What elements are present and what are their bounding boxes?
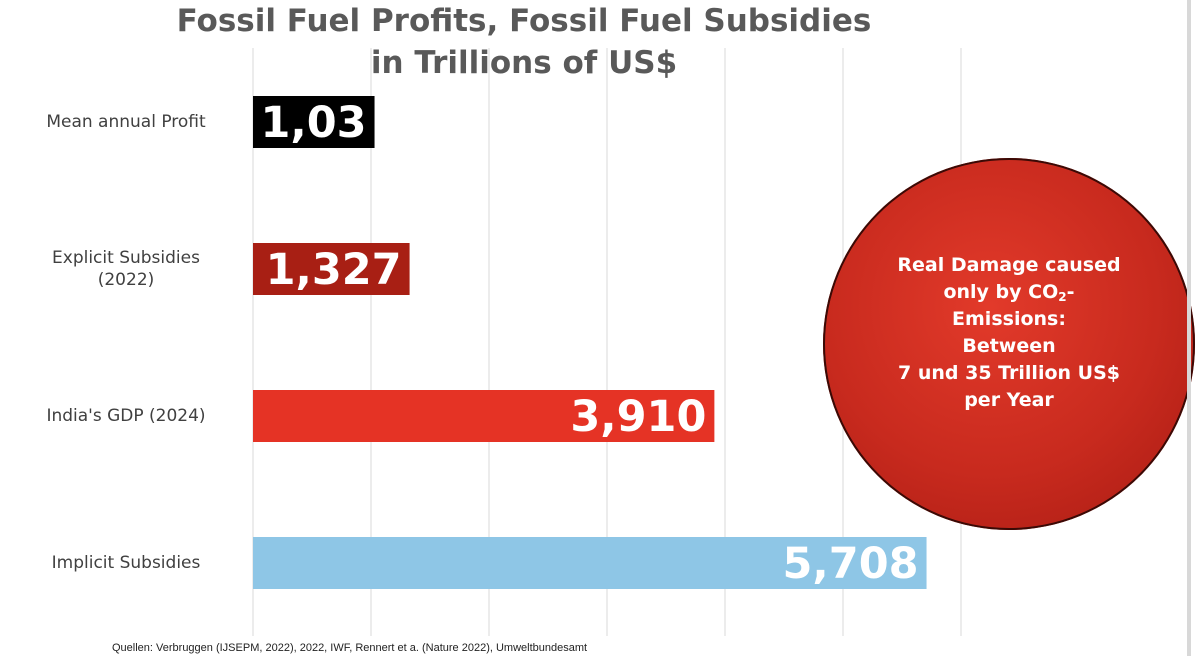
category-label: Mean annual Profit: [16, 111, 236, 133]
bar-value-label: 3,910: [570, 392, 706, 442]
annotation-line1: Real Damage caused: [897, 254, 1121, 276]
chart-title-line1: Fossil Fuel Profits, Fossil Fuel Subsidi…: [176, 3, 872, 39]
source-note: Quellen: Verbruggen (IJSEPM, 2022), 2022…: [112, 642, 588, 654]
bar: [253, 537, 927, 589]
bar: [253, 390, 715, 442]
bar-value-label: 1,327: [266, 245, 402, 295]
bar-value-label: 5,708: [783, 539, 919, 589]
category-label: India's GDP (2024): [16, 405, 236, 427]
annotation-line2-suffix: -: [1066, 281, 1075, 303]
category-label-line: Implicit Subsidies: [51, 553, 201, 573]
annotation-line2-text: only by CO: [943, 281, 1059, 303]
chart-title-line2: in Trillions of US$: [370, 45, 678, 81]
annotation-line6: per Year: [964, 389, 1054, 411]
category-label-line: Explicit Subsidies: [52, 248, 200, 268]
annotation-subscript: 2: [1058, 290, 1067, 304]
category-label-line: Mean annual Profit: [46, 112, 206, 132]
annotation-line4: Between: [962, 335, 1056, 357]
category-label: Explicit Subsidies (2022): [16, 247, 236, 291]
category-label: Implicit Subsidies: [16, 552, 236, 574]
annotation-line5: 7 und 35 Trillion US$: [898, 362, 1120, 384]
bar: [253, 96, 375, 148]
damage-annotation-text: Real Damage caused only by CO2- Emission…: [897, 252, 1120, 414]
damage-annotation-circle: Real Damage caused only by CO2- Emission…: [823, 158, 1195, 530]
annotation-line2: only by CO2-: [897, 279, 1120, 306]
bar-value-label: 1,03: [260, 98, 366, 148]
category-label-line: India's GDP (2024): [46, 406, 206, 426]
category-label-line: (2022): [97, 270, 155, 290]
slide-edge: [1187, 0, 1191, 656]
chart-title: Fossil Fuel Profits, Fossil Fuel Subsidi…: [0, 0, 1048, 84]
annotation-line3: Emissions:: [952, 308, 1066, 330]
bar: [253, 243, 410, 295]
